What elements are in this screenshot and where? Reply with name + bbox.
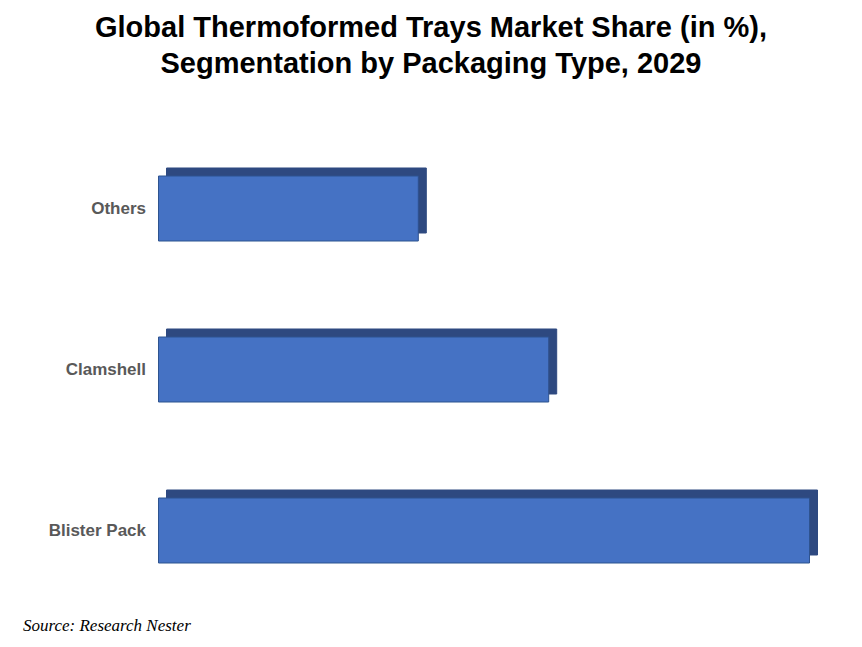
svg-text:Global Thermoformed Trays Mark: Global Thermoformed Trays Market Share (… — [95, 11, 767, 43]
svg-text:Blister Pack: Blister Pack — [49, 521, 147, 540]
svg-text:Others: Others — [91, 199, 146, 218]
svg-text:Source: Research Nester: Source: Research Nester — [23, 616, 191, 635]
svg-text:Clamshell: Clamshell — [66, 360, 146, 379]
svg-text:Segmentation by Packaging Type: Segmentation by Packaging Type, 2029 — [161, 47, 702, 79]
